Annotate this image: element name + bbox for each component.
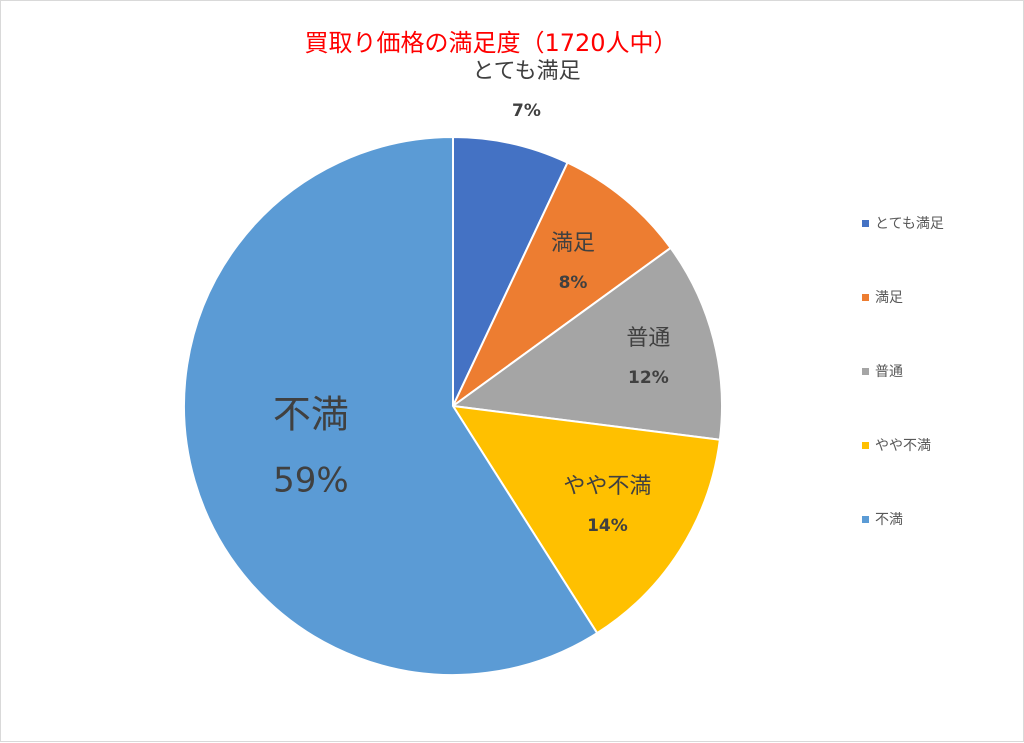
chart-title: 買取り価格の満足度（1720人中） — [304, 29, 677, 57]
pie-slice — [183, 135, 599, 676]
legend-swatch — [862, 368, 869, 375]
legend-label: 不満 — [875, 512, 903, 528]
data-label-value: 59% — [273, 460, 349, 500]
data-label-category: とても満足 — [472, 59, 580, 84]
data-labels: とても満足 7% 満足 8% 普通 12% やや不満 14% 不満 59% — [273, 59, 671, 536]
legend-label: 普通 — [875, 364, 903, 380]
data-label-category: 普通 — [626, 326, 670, 351]
pie-slice — [452, 161, 673, 407]
pie-slice — [451, 404, 721, 635]
legend-label: とても満足 — [875, 216, 944, 232]
data-label-value: 7% — [512, 101, 541, 121]
legend-label: 満足 — [875, 290, 903, 306]
legend-swatch — [862, 442, 869, 449]
legend-swatch — [862, 516, 869, 523]
data-label-category: 不満 — [273, 392, 349, 436]
legend-swatch — [862, 294, 869, 301]
data-label-value: 14% — [587, 516, 628, 536]
pie-slices — [183, 135, 723, 676]
legend-label: やや不満 — [875, 438, 931, 454]
data-label-category: やや不満 — [563, 474, 651, 499]
legend-swatch — [862, 220, 869, 227]
data-label-value: 12% — [628, 368, 669, 388]
data-label-value: 8% — [559, 273, 588, 293]
pie-slice — [450, 246, 723, 441]
pie-slice — [452, 135, 569, 407]
data-label-category: 満足 — [551, 231, 595, 256]
